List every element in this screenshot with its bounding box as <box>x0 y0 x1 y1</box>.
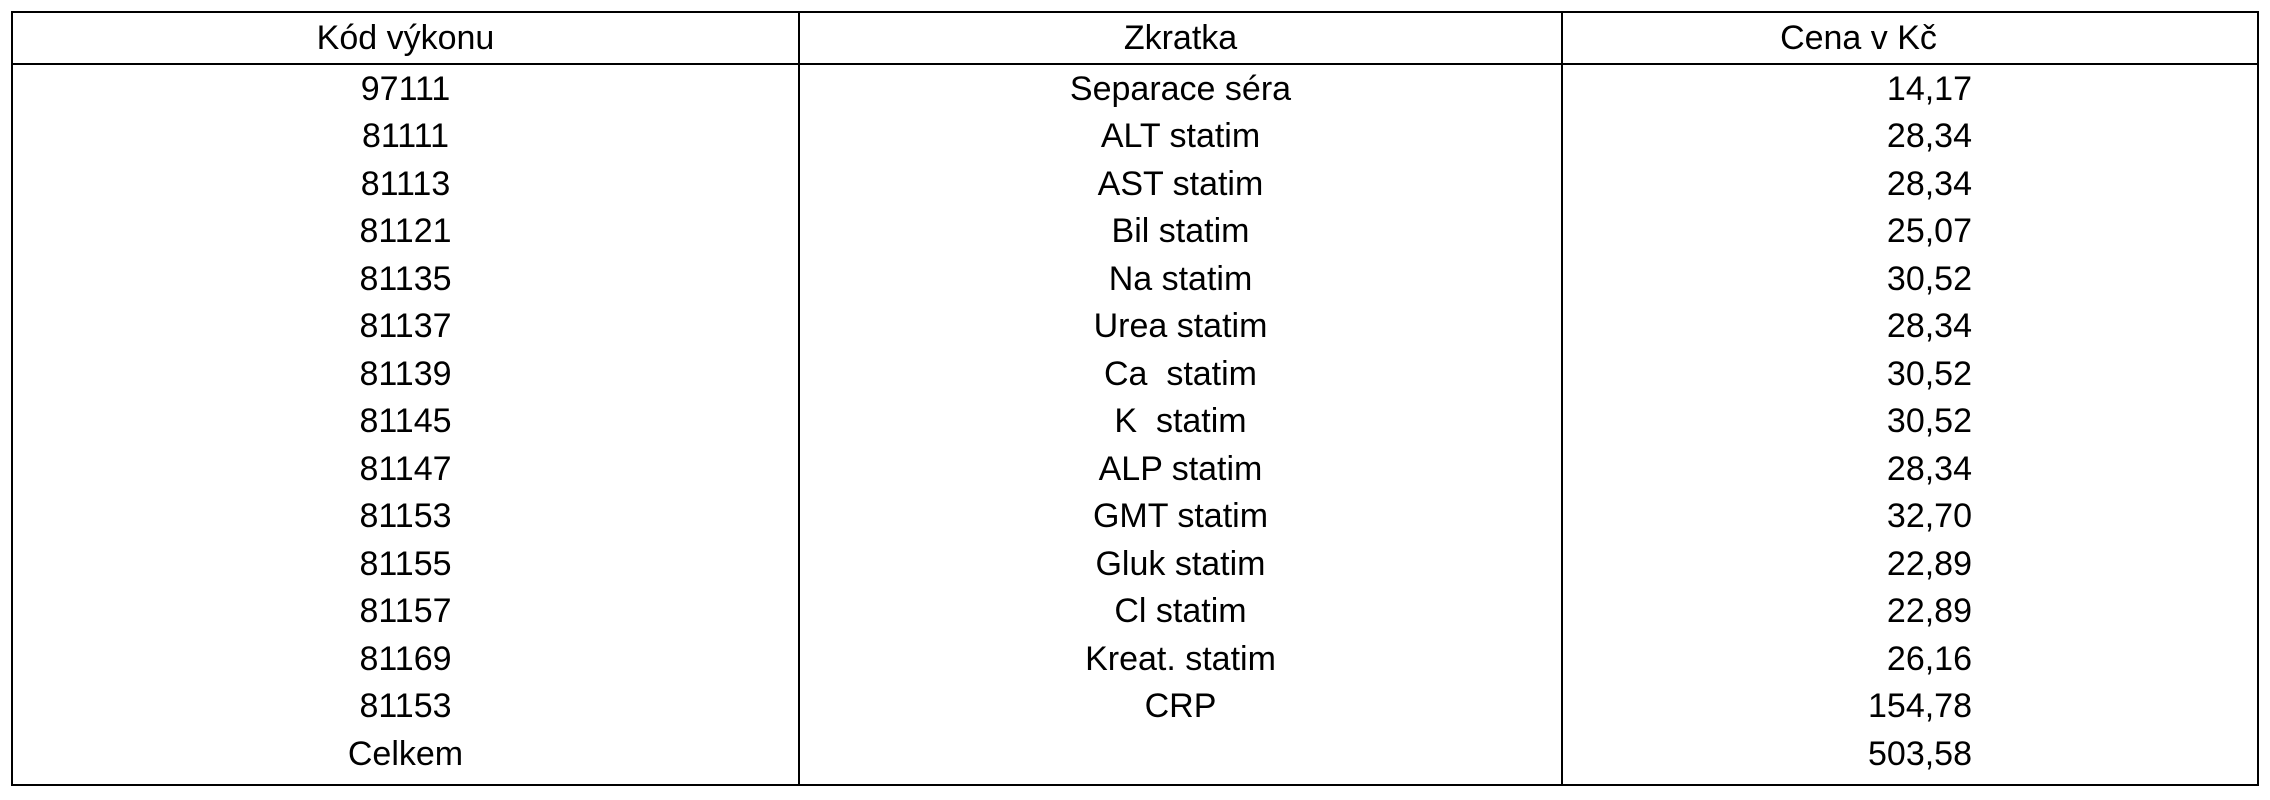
table-row: 81153 GMT statim 32,70 <box>13 493 2257 541</box>
cell-code: 81153 <box>359 497 452 536</box>
table-row: 81139 Ca statim 30,52 <box>13 350 2257 398</box>
cell-code: 81155 <box>359 544 452 583</box>
header-code: Kód výkonu <box>316 19 495 57</box>
cell-code: 81169 <box>359 639 452 678</box>
cell-abbreviation: Cl statim <box>1114 592 1247 631</box>
cell-price: 32,70 <box>1886 497 1972 536</box>
cell-code: 81139 <box>359 354 452 393</box>
table-header-row: Kód výkonu Zkratka Cena v Kč <box>13 14 2257 62</box>
cell-abbreviation: Gluk statim <box>1095 544 1266 583</box>
cell-abbreviation: ALP statim <box>1098 449 1263 488</box>
cell-code: 81157 <box>359 592 452 631</box>
cell-price: 14,17 <box>1886 69 1972 108</box>
cell-code: 81145 <box>359 402 452 441</box>
cell-abbreviation: AST statim <box>1097 164 1264 203</box>
cell-code: 81121 <box>359 212 452 251</box>
cell-abbreviation: GMT statim <box>1092 497 1269 536</box>
header-price: Cena v Kč <box>1780 19 1937 57</box>
table-row: 81121 Bil statim 25,07 <box>13 208 2257 256</box>
cell-abbreviation: Na statim <box>1108 259 1253 298</box>
column-divider <box>1561 13 1563 784</box>
cell-abbreviation: Kreat. statim <box>1085 639 1276 678</box>
cell-code: 81111 <box>362 117 449 156</box>
cell-price: 22,89 <box>1886 544 1972 583</box>
cell-code: Celkem <box>347 734 464 773</box>
cell-code: 81113 <box>360 164 451 203</box>
cell-abbreviation: Bil statim <box>1111 212 1250 251</box>
cell-code: 81147 <box>359 449 452 488</box>
table-row: 81135 Na statim 30,52 <box>13 255 2257 303</box>
table-row: 81137 Urea statim 28,34 <box>13 303 2257 351</box>
cell-price: 28,34 <box>1886 117 1972 156</box>
table-row: 81157 Cl statim 22,89 <box>13 588 2257 636</box>
cell-code: 81153 <box>359 687 452 726</box>
cell-abbreviation: Separace séra <box>1069 69 1292 108</box>
table-row: 81111 ALT statim 28,34 <box>13 113 2257 161</box>
table-row: 81113 AST statim 28,34 <box>13 160 2257 208</box>
cell-abbreviation: CRP <box>1144 687 1217 726</box>
table-row: 81145 K statim 30,52 <box>13 398 2257 446</box>
cell-price: 30,52 <box>1886 259 1972 298</box>
cell-code: 81135 <box>359 259 452 298</box>
column-divider <box>798 13 800 784</box>
cell-abbreviation: ALT statim <box>1100 117 1261 156</box>
cell-price: 503,58 <box>1868 734 1972 773</box>
price-table: Kód výkonu Zkratka Cena v Kč 97111 Separa… <box>11 11 2259 786</box>
cell-price: 30,52 <box>1886 354 1972 393</box>
cell-price: 28,34 <box>1886 449 1972 488</box>
cell-price: 25,07 <box>1886 212 1972 251</box>
header-divider <box>13 63 2257 65</box>
table-row: 81169 Kreat. statim 26,16 <box>13 635 2257 683</box>
cell-abbreviation: K statim <box>1114 402 1247 441</box>
table-row: 81155 Gluk statim 22,89 <box>13 540 2257 588</box>
cell-code: 97111 <box>360 69 451 108</box>
table-row: 81153 CRP 154,78 <box>13 683 2257 731</box>
cell-abbreviation: Urea statim <box>1093 307 1268 346</box>
header-abbreviation: Zkratka <box>1123 19 1238 57</box>
table-row: 81147 ALP statim 28,34 <box>13 445 2257 493</box>
table-row: 97111 Separace séra 14,17 <box>13 65 2257 113</box>
total-row: Celkem 503,58 <box>13 730 2257 778</box>
cell-price: 22,89 <box>1886 592 1972 631</box>
cell-price: 28,34 <box>1886 307 1972 346</box>
cell-price: 30,52 <box>1886 402 1972 441</box>
cell-abbreviation <box>800 730 1561 778</box>
cell-price: 26,16 <box>1886 639 1972 678</box>
cell-abbreviation: Ca statim <box>1103 354 1258 393</box>
cell-price: 154,78 <box>1868 687 1972 726</box>
cell-code: 81137 <box>359 307 452 346</box>
cell-price: 28,34 <box>1886 164 1972 203</box>
